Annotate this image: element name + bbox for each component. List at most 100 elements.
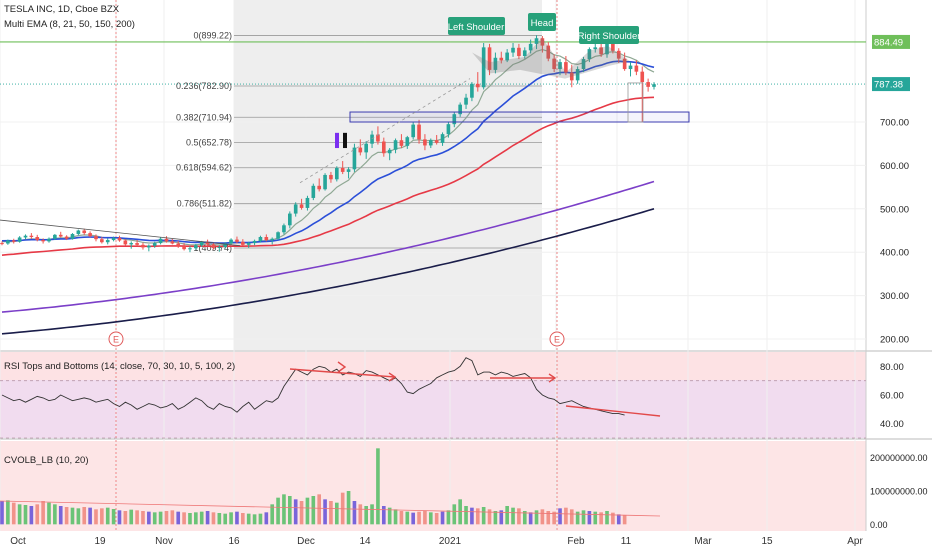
candle[interactable] [105, 238, 110, 245]
candle[interactable] [111, 236, 116, 242]
candle[interactable] [64, 235, 69, 241]
candle[interactable] [417, 119, 421, 144]
candle[interactable] [176, 240, 181, 248]
rsi-title[interactable]: RSI Tops and Bottoms (14, close, 70, 30,… [4, 361, 235, 372]
candle[interactable] [317, 178, 322, 192]
earnings-marker-2[interactable]: E [549, 331, 565, 347]
candle[interactable] [446, 122, 451, 138]
candle[interactable] [288, 211, 292, 229]
candle[interactable] [546, 42, 551, 62]
candle[interactable] [399, 134, 404, 149]
candle[interactable] [305, 195, 310, 211]
candle[interactable] [53, 233, 57, 241]
candle[interactable] [258, 235, 263, 243]
candle[interactable] [458, 102, 462, 117]
candle[interactable] [329, 171, 333, 183]
candle[interactable] [605, 42, 609, 58]
candle[interactable] [646, 78, 650, 92]
candle[interactable] [47, 237, 51, 243]
candle[interactable] [11, 238, 16, 244]
candle[interactable] [517, 43, 521, 60]
candle[interactable] [241, 239, 245, 246]
candle[interactable] [141, 242, 145, 250]
candle[interactable] [6, 239, 10, 245]
candle[interactable] [470, 82, 474, 102]
candle[interactable] [475, 72, 480, 92]
candle[interactable] [135, 240, 139, 247]
candle[interactable] [622, 52, 627, 71]
candle[interactable] [540, 36, 545, 53]
candle[interactable] [158, 237, 163, 245]
candle[interactable] [411, 122, 415, 140]
candle[interactable] [346, 167, 351, 179]
candle[interactable] [229, 238, 233, 245]
candle[interactable] [493, 52, 498, 74]
candle[interactable] [164, 236, 169, 243]
candle[interactable] [552, 54, 556, 73]
candle[interactable] [616, 48, 621, 63]
candle[interactable] [246, 241, 251, 248]
candle[interactable] [276, 231, 280, 241]
candle[interactable] [323, 173, 327, 191]
candle[interactable] [364, 141, 368, 159]
candle[interactable] [194, 243, 198, 251]
candle[interactable] [264, 234, 269, 242]
candle[interactable] [223, 242, 228, 249]
candle[interactable] [634, 60, 639, 76]
candle[interactable] [23, 234, 28, 240]
candle[interactable] [440, 132, 445, 146]
candle[interactable] [217, 245, 222, 252]
candle[interactable] [575, 66, 580, 84]
candle[interactable] [393, 138, 398, 154]
candle[interactable] [94, 234, 98, 242]
candle[interactable] [211, 242, 216, 250]
candle[interactable] [293, 202, 298, 217]
candle[interactable] [511, 43, 515, 57]
candle[interactable] [581, 56, 586, 73]
candle[interactable] [188, 246, 192, 253]
candle[interactable] [558, 59, 562, 76]
candle[interactable] [311, 183, 316, 201]
candle[interactable] [340, 161, 345, 175]
candle[interactable] [58, 231, 63, 238]
candle[interactable] [481, 43, 486, 90]
candle[interactable] [205, 239, 210, 247]
candle[interactable] [534, 35, 539, 50]
candle[interactable] [652, 82, 656, 90]
candle[interactable] [35, 234, 40, 242]
candle[interactable] [423, 134, 427, 151]
candle[interactable] [29, 233, 34, 239]
candle[interactable] [76, 229, 81, 236]
candle[interactable] [252, 239, 257, 246]
candle[interactable] [41, 238, 45, 244]
candle[interactable] [82, 228, 87, 235]
volume-title[interactable]: CVOLB_LB (10, 20) [4, 455, 89, 466]
candle[interactable] [587, 47, 592, 63]
candle[interactable] [129, 241, 134, 249]
candle[interactable] [499, 51, 504, 64]
candle[interactable] [505, 49, 509, 63]
candle[interactable] [182, 243, 186, 251]
candle[interactable] [147, 244, 151, 252]
candle[interactable] [117, 235, 122, 242]
candle[interactable] [387, 148, 392, 161]
candle[interactable] [334, 166, 339, 182]
candles[interactable] [0, 35, 656, 253]
candle[interactable] [528, 39, 533, 54]
candle[interactable] [640, 66, 645, 122]
candle[interactable] [152, 241, 157, 248]
candle[interactable] [569, 64, 574, 88]
candle[interactable] [464, 93, 468, 109]
candle[interactable] [599, 43, 603, 57]
candle[interactable] [170, 238, 175, 245]
indicator-title[interactable]: Multi EMA (8, 21, 50, 150, 200) [4, 19, 135, 30]
candle[interactable] [405, 135, 410, 149]
candle[interactable] [370, 130, 374, 149]
candle[interactable] [452, 112, 457, 128]
candle[interactable] [564, 56, 568, 76]
candle[interactable] [628, 62, 633, 77]
candle[interactable] [358, 139, 363, 156]
candle[interactable] [270, 237, 275, 245]
candle[interactable] [299, 198, 304, 210]
